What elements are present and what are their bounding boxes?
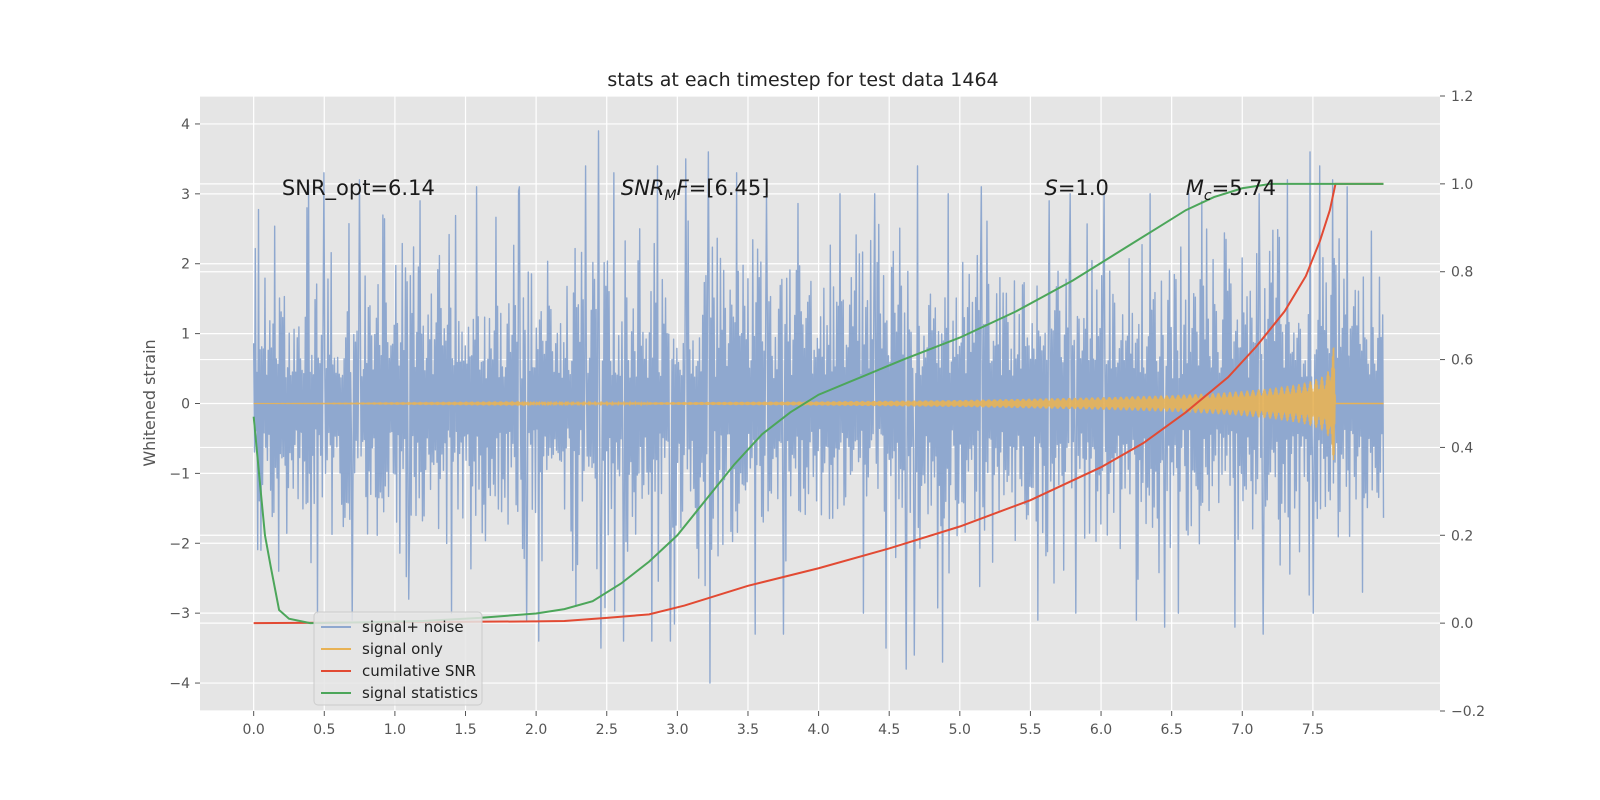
y2-tick-label: 0.2 xyxy=(1451,528,1473,544)
y-tick-label: 0 xyxy=(181,397,190,413)
y-tick-label: −1 xyxy=(169,466,190,482)
legend-label: signal+ noise xyxy=(362,618,464,636)
y-tick-label: 4 xyxy=(181,117,190,133)
signal-statistics-line xyxy=(252,182,1384,625)
x-tick-label: 0.5 xyxy=(313,722,335,738)
x-tick-label: 3.0 xyxy=(666,722,688,738)
y-tick-label: 3 xyxy=(181,187,190,203)
x-tick-label: 5.0 xyxy=(949,722,971,738)
x-tick-label: 7.5 xyxy=(1302,722,1324,738)
x-tick-label: 1.5 xyxy=(454,722,476,738)
y-tick-label: 2 xyxy=(181,257,190,273)
annotation-0: SNR_opt=6.14 xyxy=(282,176,435,201)
y2-tick-label: 1.0 xyxy=(1451,177,1473,193)
y-tick-label: −3 xyxy=(169,606,190,622)
signal-noise-line xyxy=(252,130,1385,684)
annotation-2: S=1.0 xyxy=(1045,176,1109,200)
x-tick-label: 2.0 xyxy=(525,722,547,738)
x-tick-label: 3.5 xyxy=(737,722,759,738)
x-tick-label: 6.0 xyxy=(1090,722,1112,738)
y2-tick-label: −0.2 xyxy=(1451,704,1485,720)
x-tick-label: 2.5 xyxy=(596,722,618,738)
y2-tick-label: 0.4 xyxy=(1451,440,1473,456)
legend-box xyxy=(313,611,483,706)
legend: signal+ noise signal only cumilative SNR si… xyxy=(313,611,483,706)
x-tick-label: 7.0 xyxy=(1231,722,1253,738)
signal-only-line xyxy=(253,347,1337,461)
legend-label: signal statistics xyxy=(362,684,478,702)
legend-label: signal only xyxy=(362,640,443,658)
x-tick-label: 0.0 xyxy=(243,722,265,738)
chart-title: stats at each timestep for test data 146… xyxy=(607,69,998,91)
signal-only-series xyxy=(253,347,1384,461)
y-tick-label: −2 xyxy=(169,536,190,552)
x-tick-label: 4.0 xyxy=(807,722,829,738)
x-tick-label: 4.5 xyxy=(878,722,900,738)
y-tick-label: 1 xyxy=(181,327,190,343)
annotation-3: Mc=5.74 xyxy=(1186,176,1276,204)
cumulative-snr-line xyxy=(253,182,1384,625)
y2-tick-label: 0.0 xyxy=(1451,616,1473,632)
annotation-1: SNRMF=[6.45] xyxy=(621,176,770,204)
x-tick-label: 1.0 xyxy=(384,722,406,738)
y-tick-label: −4 xyxy=(169,676,190,692)
y2-axis-ticks: 1.2 1.0 0.8 0.6 0.4 0.2 0.0 −0.2 xyxy=(1440,89,1485,720)
y2-tick-label: 0.6 xyxy=(1451,353,1473,369)
legend-label: cumilative SNR xyxy=(362,662,476,680)
statistic-lines xyxy=(252,182,1384,625)
x-axis-ticks: 0.0 0.5 1.0 1.5 2.0 2.5 3.0 3.5 4.0 4.5 5.0 5.5 6.0 6… xyxy=(243,711,1324,738)
signal-noise-series xyxy=(252,130,1385,684)
x-tick-label: 5.5 xyxy=(1019,722,1041,738)
y-axis-ticks: 4 3 2 1 0 −1 −2 −3 −4 xyxy=(169,117,200,692)
y-axis-label: Whitened strain xyxy=(140,339,159,466)
x-tick-label: 6.5 xyxy=(1161,722,1183,738)
y2-tick-label: 0.8 xyxy=(1451,265,1473,281)
annotations: SNR_opt=6.14 SNRMF=[6.45] S=1.0 Mc=5.74 xyxy=(282,176,1276,204)
y2-tick-label: 1.2 xyxy=(1451,89,1473,105)
